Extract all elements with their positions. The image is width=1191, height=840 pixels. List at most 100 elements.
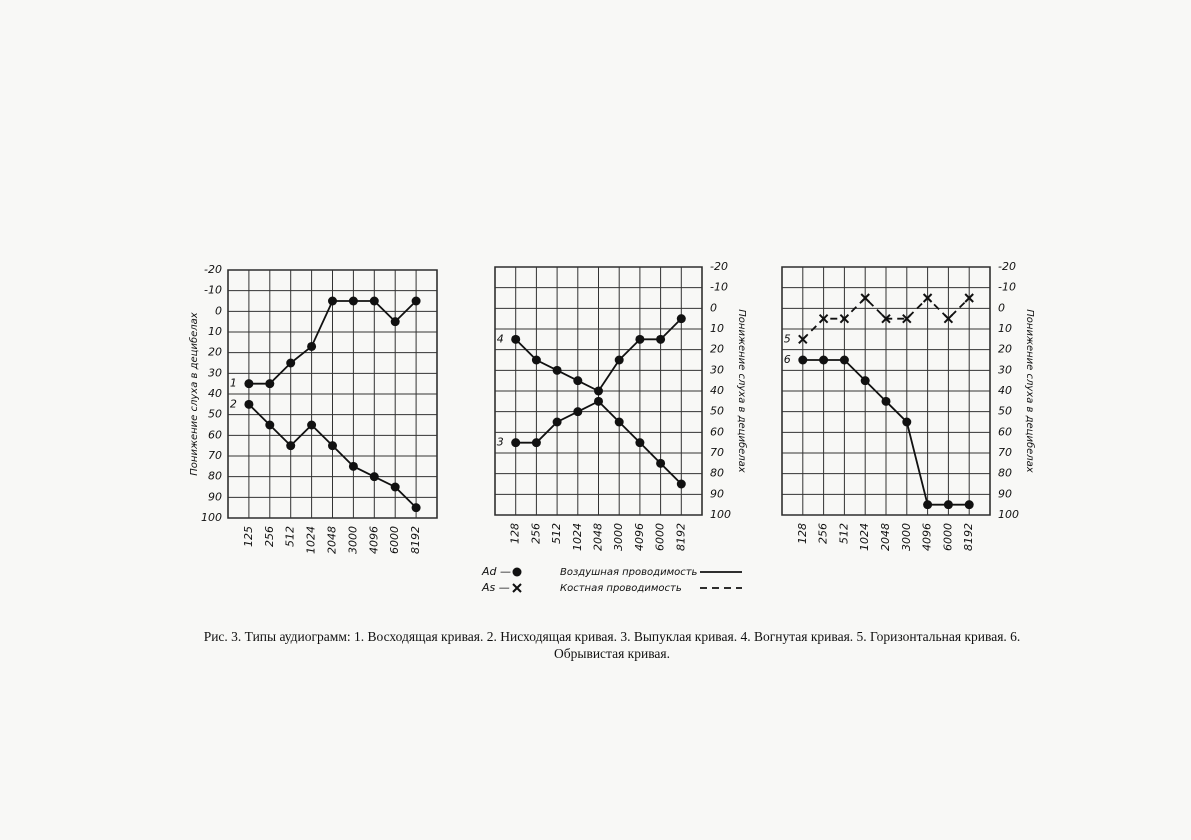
- y-tick-label: 50: [710, 405, 724, 418]
- dot-marker: [511, 334, 521, 344]
- y-axis-title: Понижение слуха в децибелах: [736, 309, 748, 473]
- cross-stroke: [798, 334, 808, 345]
- dot-marker: [614, 417, 624, 427]
- y-tick-label: 30: [208, 366, 222, 379]
- dot-marker: [635, 438, 645, 448]
- dot-marker: [656, 458, 666, 468]
- y-tick-label: -20: [710, 260, 728, 273]
- dot-marker: [307, 341, 317, 351]
- series-label: 6: [784, 353, 791, 366]
- cross-marker: [818, 313, 829, 324]
- x-tick-label: 2048: [879, 523, 892, 551]
- cross-stroke: [902, 313, 912, 324]
- dot-marker: [656, 334, 666, 344]
- dot-marker: [923, 500, 933, 510]
- cross-marker: [798, 334, 808, 345]
- y-tick-label: 80: [998, 467, 1012, 480]
- cross-stroke: [839, 313, 850, 324]
- x-tick-label: 1024: [858, 523, 871, 551]
- dot-marker: [614, 355, 624, 365]
- dot-marker: [964, 500, 974, 510]
- x-tick-label: 1024: [571, 523, 584, 551]
- y-tick-label: 10: [998, 322, 1012, 335]
- y-tick-label: -10: [710, 281, 728, 294]
- y-tick-label: 60: [998, 425, 1012, 438]
- dot-marker: [244, 379, 254, 389]
- cross-stroke: [818, 313, 829, 324]
- dot-marker: [369, 472, 379, 482]
- y-tick-label: 0: [215, 304, 222, 317]
- cross-stroke: [512, 583, 522, 593]
- y-tick-label: 30: [998, 363, 1012, 376]
- y-axis-title: Понижение слуха в децибелах: [188, 312, 200, 476]
- y-tick-label: 40: [998, 384, 1012, 397]
- series-label: 2: [230, 397, 237, 410]
- y-tick-label: 40: [208, 387, 222, 400]
- cross-marker: [512, 583, 522, 593]
- x-tick-label: 128: [509, 523, 522, 544]
- dot-marker: [512, 567, 522, 577]
- cross-stroke: [964, 293, 974, 303]
- y-tick-label: 70: [998, 446, 1012, 459]
- y-tick-label: 60: [710, 425, 724, 438]
- x-tick-label: 4096: [921, 523, 934, 551]
- dot-marker: [390, 317, 400, 327]
- dot-marker: [594, 386, 603, 396]
- cross-marker: [922, 293, 933, 303]
- series-label: 5: [784, 332, 791, 345]
- legend-key: Ad —: [481, 565, 511, 578]
- y-tick-label: 0: [710, 301, 717, 314]
- y-tick-label: 100: [201, 511, 222, 524]
- x-tick-label: 8192: [674, 523, 687, 551]
- y-tick-label: -10: [204, 284, 222, 297]
- y-tick-label: 80: [710, 467, 724, 480]
- y-tick-label: -20: [204, 263, 222, 276]
- dot-marker: [411, 296, 421, 306]
- dot-marker: [860, 376, 870, 386]
- x-tick-label: 128: [796, 523, 809, 544]
- x-tick-label: 4096: [633, 523, 646, 551]
- dot-marker: [594, 396, 603, 406]
- y-tick-label: 50: [208, 408, 222, 421]
- dot-marker: [286, 441, 296, 451]
- dot-marker: [881, 396, 891, 406]
- dot-marker: [531, 438, 541, 448]
- legend-label: Воздушная проводимость: [560, 567, 698, 578]
- cross-stroke: [881, 313, 891, 324]
- dot-marker: [635, 334, 645, 344]
- dot-marker: [676, 314, 686, 324]
- legend-label: Костная проводимость: [560, 583, 682, 594]
- cross-marker: [902, 313, 912, 324]
- y-tick-label: 30: [710, 363, 724, 376]
- y-tick-label: 70: [710, 446, 724, 459]
- x-tick-label: 512: [837, 523, 850, 544]
- x-tick-label: 6000: [654, 523, 667, 551]
- dot-marker: [286, 358, 296, 368]
- series-label: 1: [230, 377, 237, 390]
- dot-marker: [348, 296, 358, 306]
- y-tick-label: 50: [998, 405, 1012, 418]
- dot-marker: [839, 355, 849, 365]
- dot-marker: [265, 379, 275, 389]
- cross-marker: [943, 313, 954, 324]
- x-tick-label: 8192: [409, 526, 422, 554]
- series-label: 3: [497, 436, 504, 449]
- dot-marker: [573, 376, 583, 386]
- y-tick-label: 90: [208, 490, 222, 503]
- cross-marker: [860, 293, 870, 303]
- dot-marker: [348, 461, 358, 471]
- dot-marker: [244, 399, 254, 409]
- y-tick-label: 0: [998, 301, 1005, 314]
- y-axis-title: Понижение слуха в децибелах: [1024, 309, 1036, 473]
- y-tick-label: 100: [998, 508, 1019, 521]
- cross-stroke: [860, 293, 870, 303]
- y-tick-label: 20: [998, 343, 1012, 356]
- dot-marker: [552, 417, 562, 427]
- cross-marker: [839, 313, 850, 324]
- dot-marker: [531, 355, 541, 365]
- cross-stroke: [922, 293, 933, 303]
- y-tick-label: -10: [998, 281, 1016, 294]
- dot-marker: [798, 355, 808, 365]
- x-tick-label: 256: [817, 523, 830, 544]
